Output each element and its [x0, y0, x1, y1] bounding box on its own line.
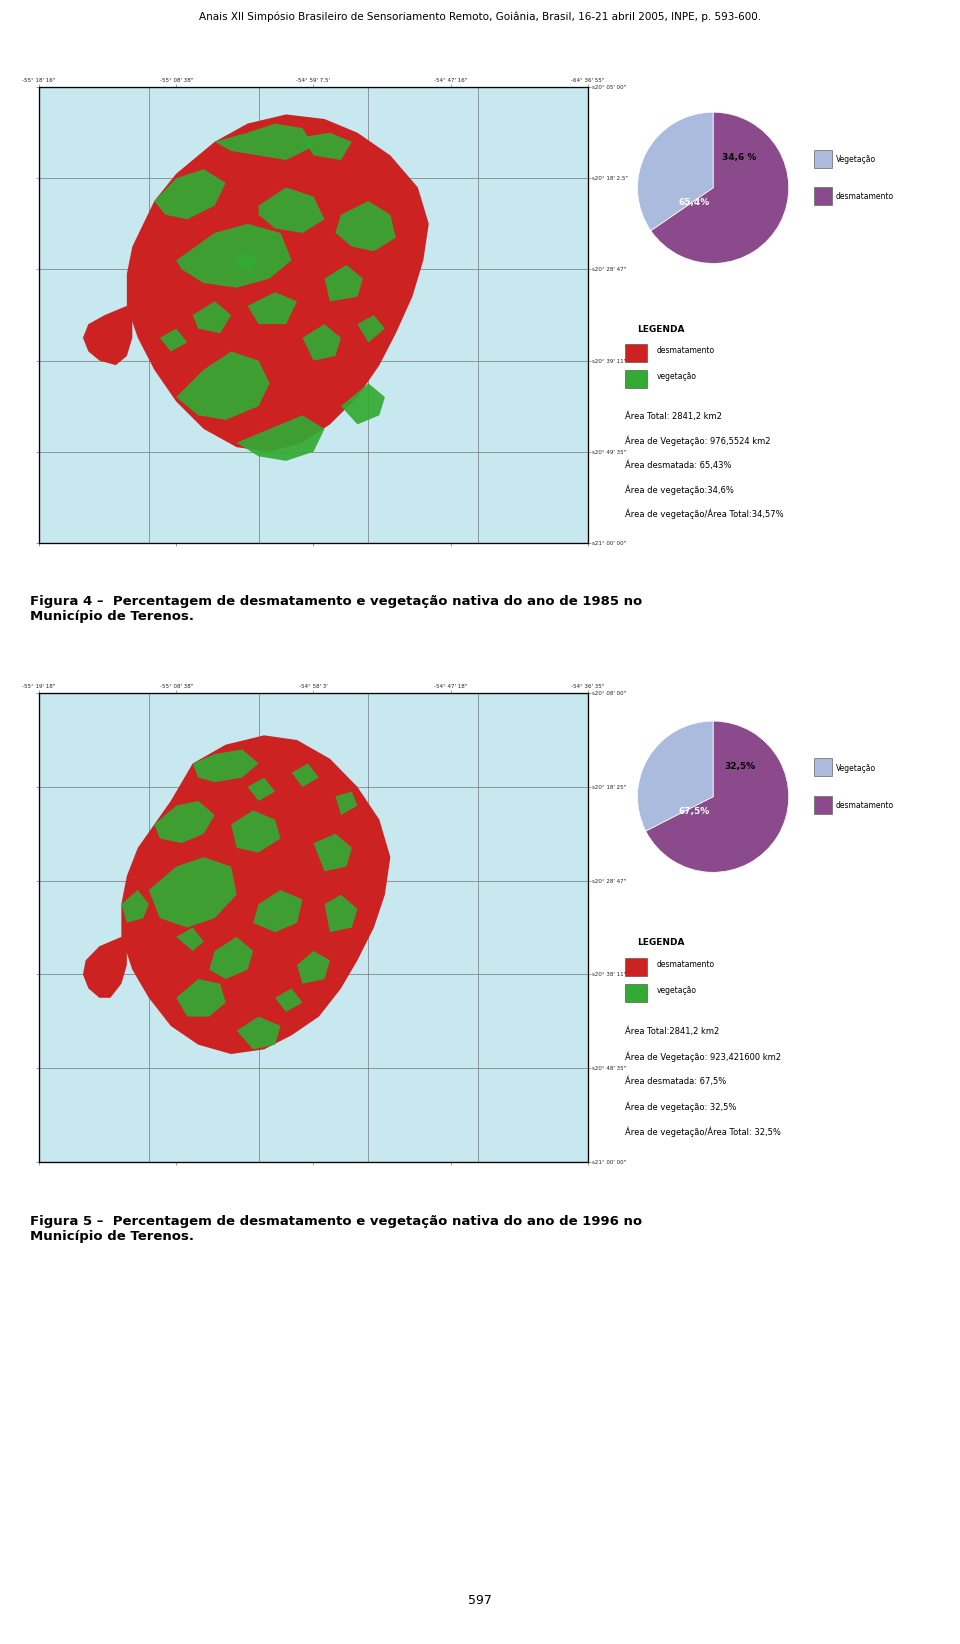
- FancyBboxPatch shape: [814, 796, 832, 814]
- Text: desmatamento: desmatamento: [657, 347, 714, 355]
- Polygon shape: [159, 329, 187, 352]
- FancyBboxPatch shape: [625, 983, 647, 1003]
- Polygon shape: [121, 735, 391, 1054]
- Wedge shape: [651, 112, 789, 263]
- FancyBboxPatch shape: [814, 758, 832, 776]
- Wedge shape: [646, 722, 789, 873]
- Polygon shape: [236, 1016, 280, 1049]
- Polygon shape: [231, 252, 258, 275]
- Polygon shape: [248, 293, 297, 324]
- Text: Figura 4 –  Percentagem de desmatamento e vegetação nativa do ano de 1985 no
Mun: Figura 4 – Percentagem de desmatamento e…: [30, 595, 642, 623]
- Polygon shape: [155, 801, 215, 843]
- Polygon shape: [193, 750, 258, 783]
- Text: LEGENDA: LEGENDA: [637, 326, 685, 334]
- Text: 34,6 %: 34,6 %: [722, 153, 756, 163]
- Polygon shape: [357, 316, 385, 342]
- Text: vegetação: vegetação: [657, 986, 696, 995]
- Text: vegetação: vegetação: [657, 372, 696, 380]
- Polygon shape: [276, 988, 302, 1011]
- FancyBboxPatch shape: [625, 344, 647, 362]
- Text: Área desmatada: 67,5%: Área desmatada: 67,5%: [625, 1077, 726, 1087]
- Polygon shape: [231, 810, 280, 853]
- Polygon shape: [177, 224, 292, 288]
- Polygon shape: [302, 324, 341, 360]
- Text: 597: 597: [468, 1593, 492, 1606]
- Text: Área de vegetação: 32,5%: Área de vegetação: 32,5%: [625, 1101, 736, 1111]
- Text: Área de Vegetação: 976,5524 km2: Área de Vegetação: 976,5524 km2: [625, 436, 770, 446]
- Polygon shape: [335, 201, 396, 252]
- Polygon shape: [177, 980, 226, 1016]
- Polygon shape: [341, 383, 385, 424]
- Polygon shape: [314, 834, 352, 871]
- Polygon shape: [335, 791, 357, 815]
- Polygon shape: [193, 301, 231, 334]
- Text: 65,4%: 65,4%: [679, 199, 709, 207]
- Text: desmatamento: desmatamento: [836, 192, 894, 201]
- Polygon shape: [127, 115, 429, 452]
- Polygon shape: [215, 123, 314, 159]
- Text: Vegetação: Vegetação: [836, 763, 876, 773]
- Text: desmatamento: desmatamento: [657, 960, 714, 968]
- Polygon shape: [248, 778, 276, 801]
- Polygon shape: [155, 169, 226, 219]
- Text: 67,5%: 67,5%: [679, 807, 709, 817]
- Polygon shape: [177, 927, 204, 950]
- Polygon shape: [149, 857, 236, 927]
- Text: desmatamento: desmatamento: [836, 801, 894, 810]
- Text: Anais XII Simpósio Brasileiro de Sensoriamento Remoto, Goiânia, Brasil, 16-21 ab: Anais XII Simpósio Brasileiro de Sensori…: [199, 12, 761, 23]
- Polygon shape: [253, 889, 302, 932]
- Polygon shape: [297, 950, 330, 983]
- Polygon shape: [121, 889, 149, 922]
- Text: Área desmatada: 65,43%: Área desmatada: 65,43%: [625, 460, 732, 470]
- Polygon shape: [324, 894, 357, 932]
- Polygon shape: [83, 306, 132, 365]
- Text: LEGENDA: LEGENDA: [637, 939, 685, 947]
- Polygon shape: [236, 416, 324, 460]
- Polygon shape: [83, 937, 127, 998]
- Text: Área de vegetação:34,6%: Área de vegetação:34,6%: [625, 485, 733, 495]
- Polygon shape: [324, 265, 363, 301]
- Text: Área de vegetação/Área Total:34,57%: Área de vegetação/Área Total:34,57%: [625, 508, 783, 520]
- Text: Figura 5 –  Percentagem de desmatamento e vegetação nativa do ano de 1996 no
Mun: Figura 5 – Percentagem de desmatamento e…: [30, 1215, 642, 1243]
- Polygon shape: [209, 937, 253, 980]
- Text: Área de Vegetação: 923,421600 km2: Área de Vegetação: 923,421600 km2: [625, 1052, 780, 1062]
- Wedge shape: [637, 112, 713, 230]
- Polygon shape: [177, 352, 270, 419]
- FancyBboxPatch shape: [625, 957, 647, 977]
- Text: Área de vegetação/Área Total: 32,5%: Área de vegetação/Área Total: 32,5%: [625, 1126, 780, 1136]
- Text: Vegetação: Vegetação: [836, 156, 876, 164]
- Polygon shape: [292, 763, 319, 787]
- FancyBboxPatch shape: [625, 370, 647, 388]
- Polygon shape: [302, 133, 352, 159]
- FancyBboxPatch shape: [814, 187, 832, 206]
- Text: 32,5%: 32,5%: [724, 761, 756, 771]
- FancyBboxPatch shape: [814, 150, 832, 168]
- Text: Área Total:2841,2 km2: Área Total:2841,2 km2: [625, 1028, 719, 1036]
- Polygon shape: [258, 187, 324, 233]
- Text: Área Total: 2841,2 km2: Área Total: 2841,2 km2: [625, 411, 722, 421]
- Wedge shape: [637, 722, 713, 830]
